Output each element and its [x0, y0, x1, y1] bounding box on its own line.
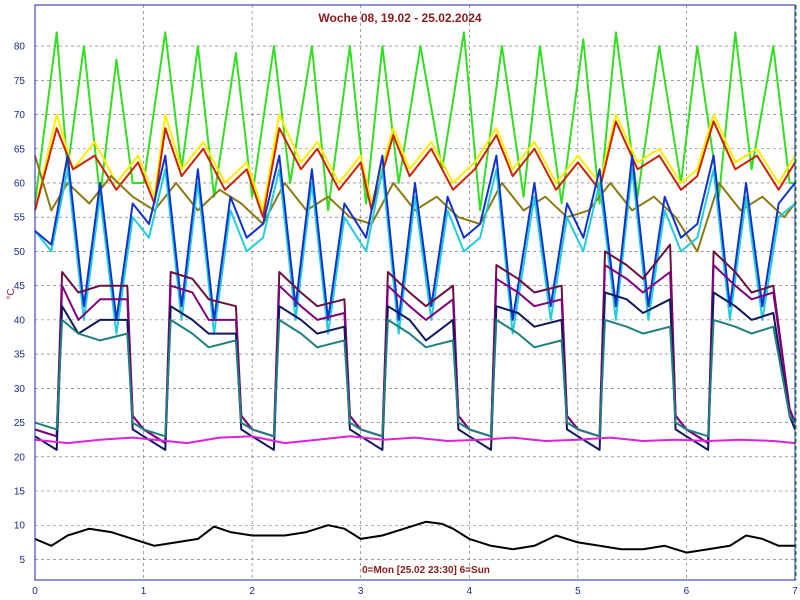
y-tick-label: 80 [14, 42, 26, 53]
x-tick-label: 0 [32, 586, 38, 597]
y-tick-label: 60 [14, 178, 26, 189]
y-tick-label: 35 [14, 350, 26, 361]
y-tick-labels: 5 10 15 20 25 30 35 40 45 50 55 60 65 70 75 80 [14, 42, 26, 566]
series-lines [34, 31, 796, 554]
series-line [34, 120, 796, 219]
x-tick-label: 1 [141, 586, 147, 597]
x-tick-label: 2 [249, 586, 255, 597]
chart-title: Woche 08, 19.02 - 25.02.2024 [318, 11, 482, 25]
y-tick-label: 15 [14, 487, 26, 498]
y-tick-label: 55 [14, 213, 26, 224]
y-tick-label: 25 [14, 418, 26, 429]
series-line [34, 318, 796, 438]
plot-frame [34, 4, 796, 581]
series-line [34, 520, 795, 554]
y-tick-label: 65 [14, 144, 26, 155]
y-tick-label: 20 [14, 452, 26, 463]
x-tick-label: 7 [792, 586, 798, 597]
x-tick-label: 6 [684, 586, 690, 597]
y-tick-label: 75 [14, 76, 26, 87]
x-tick-label: 4 [467, 586, 473, 597]
series-line [34, 435, 796, 445]
time-annotation: 0=Mon [25.02 23:30] 6=Sun [362, 565, 490, 576]
series-line [34, 113, 796, 212]
x-tick-label: 5 [575, 586, 581, 597]
y-tick-label: 45 [14, 281, 26, 292]
y-tick-label: 30 [14, 384, 26, 395]
y-tick-label: 70 [14, 110, 26, 121]
y-tick-label: 5 [19, 555, 25, 566]
x-tick-label: 3 [358, 586, 364, 597]
series-line [34, 155, 796, 253]
y-axis-label: °C [6, 288, 17, 299]
series-line [34, 154, 796, 321]
y-tick-label: 40 [14, 315, 26, 326]
series-line [34, 168, 796, 335]
y-tick-label: 10 [14, 521, 26, 532]
y-tick-label: 50 [14, 247, 26, 258]
x-tick-labels: 0 1 2 3 4 5 6 7 [32, 586, 798, 597]
